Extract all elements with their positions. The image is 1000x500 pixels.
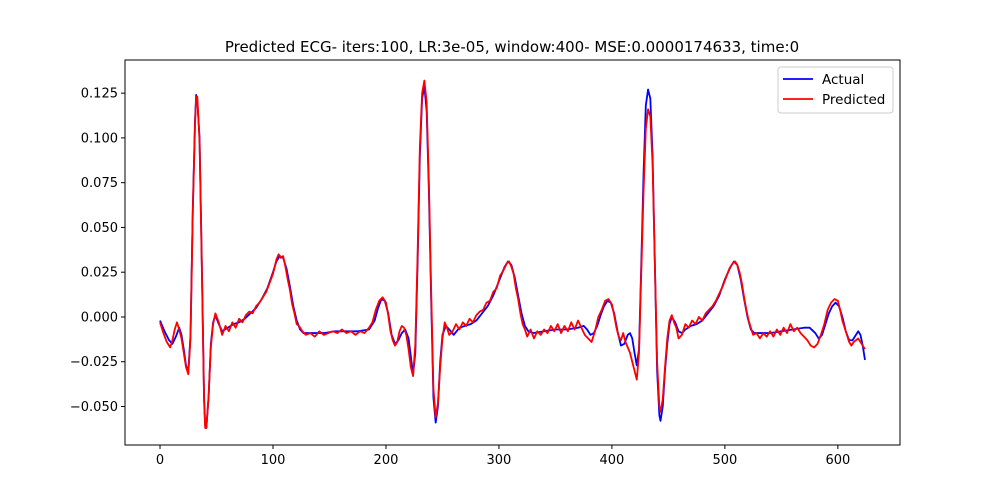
x-tick-label: 200	[374, 453, 399, 468]
y-tick-label: 0.025	[81, 266, 118, 281]
x-tick-label: 0	[156, 453, 164, 468]
x-tick-label: 300	[487, 453, 512, 468]
y-tick-label: 0.050	[81, 221, 118, 236]
y-tick-label: −0.050	[70, 400, 118, 415]
x-axis: 0 100 200 300 400 500 600	[156, 445, 850, 468]
y-tick-label: 0.000	[81, 310, 118, 325]
x-tick-label: 500	[712, 453, 737, 468]
x-tick-label: 600	[825, 453, 850, 468]
y-tick-label: −0.025	[70, 355, 118, 370]
series-layer	[159, 79, 866, 429]
x-tick-label: 100	[261, 453, 286, 468]
y-tick-label: 0.075	[81, 176, 118, 191]
series-line-predicted	[159, 79, 866, 429]
x-tick-label: 400	[600, 453, 625, 468]
plot-frame	[124, 59, 901, 446]
chart-title: Predicted ECG- iters:100, LR:3e-05, wind…	[225, 38, 799, 56]
y-tick-label: 0.100	[81, 131, 118, 146]
legend-label-actual: Actual	[822, 72, 864, 88]
y-axis: −0.050 −0.025 0.000 0.025 0.050 0.075 0.100 0.1…	[70, 87, 125, 415]
legend: Actual Predicted	[777, 66, 894, 114]
legend-label-predicted: Predicted	[822, 92, 885, 108]
y-tick-label: 0.125	[81, 87, 118, 102]
